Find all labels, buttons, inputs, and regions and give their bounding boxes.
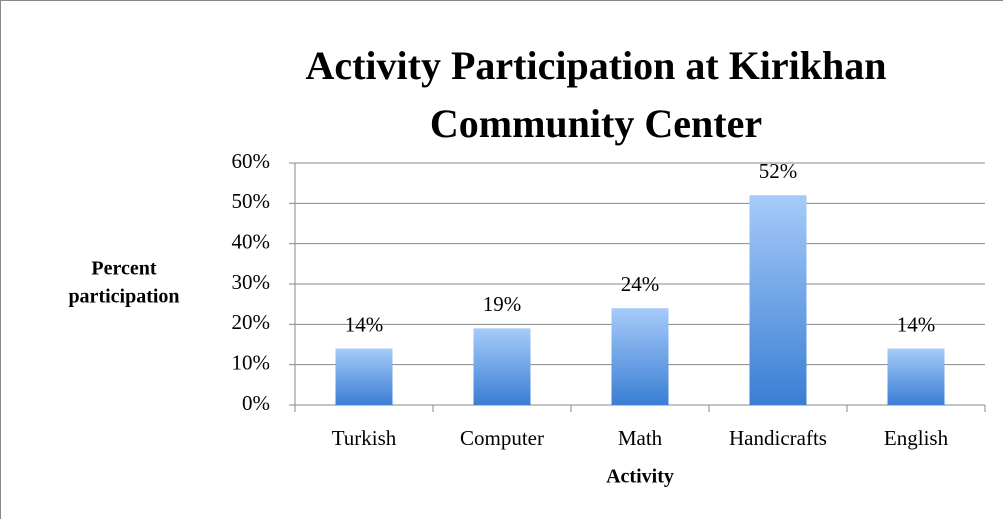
y-tick-label: 20%: [232, 310, 271, 334]
x-axis-title: Activity: [606, 466, 674, 488]
y-tick-label: 0%: [242, 391, 270, 415]
x-tick-label: Turkish: [332, 426, 397, 450]
data-label: 52%: [759, 159, 798, 183]
bar: [887, 348, 945, 405]
data-label: 19%: [483, 292, 522, 316]
x-tick-label: Computer: [460, 426, 544, 450]
y-axis-title: participation: [68, 286, 179, 308]
data-label: 24%: [621, 272, 660, 296]
y-tick-label: 50%: [232, 189, 271, 213]
bar: [611, 308, 669, 405]
y-axis-title: Percent: [91, 258, 156, 280]
data-label: 14%: [345, 312, 384, 336]
y-tick-label: 10%: [232, 350, 271, 374]
x-tick-label: Handicrafts: [729, 426, 827, 450]
bar: [473, 328, 531, 405]
y-tick-label: 40%: [232, 229, 271, 253]
y-tick-label: 30%: [232, 270, 271, 294]
bar: [749, 195, 807, 405]
data-label: 14%: [897, 312, 936, 336]
chart-title: Activity Participation at Kirikhan: [305, 43, 886, 88]
x-tick-label: English: [884, 426, 949, 450]
bar: [335, 348, 393, 405]
chart-title: Community Center: [430, 101, 762, 146]
x-tick-label: Math: [618, 426, 663, 450]
y-tick-label: 60%: [232, 149, 271, 173]
